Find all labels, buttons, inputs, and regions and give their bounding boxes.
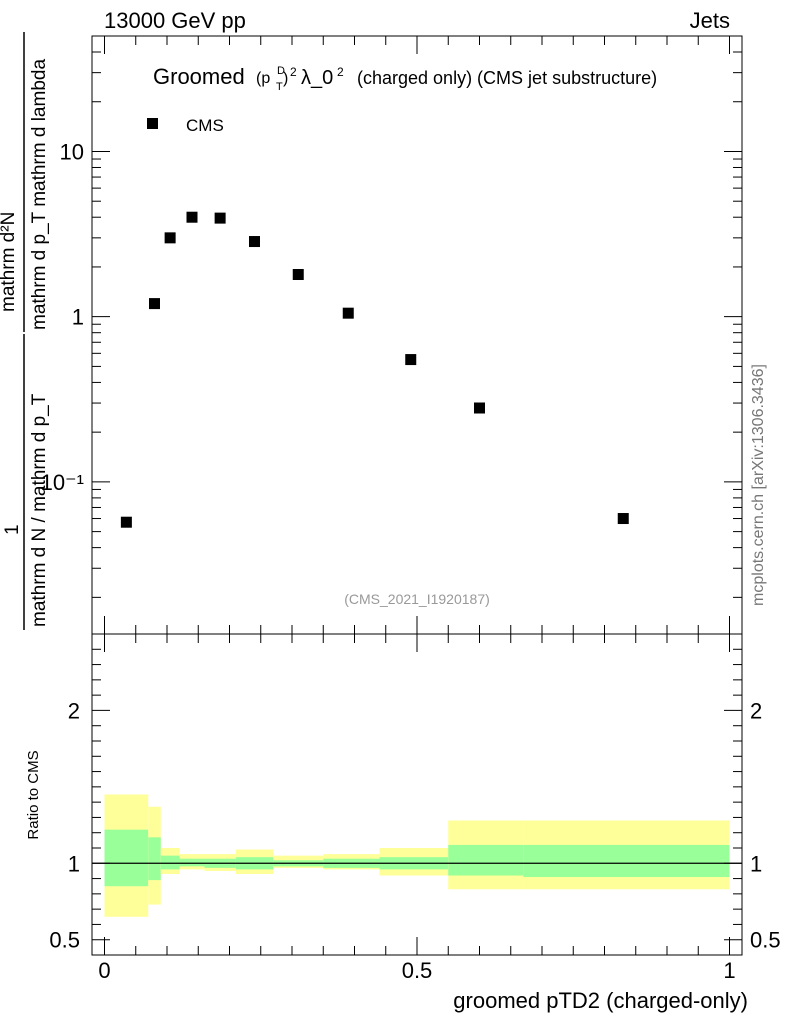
title-lambda-sup: 2 xyxy=(337,65,344,79)
ratio-ylabel: Ratio to CMS xyxy=(25,750,42,839)
x-tick-label: 0 xyxy=(98,958,110,983)
legend-label-cms: CMS xyxy=(186,116,224,135)
main-plot-points xyxy=(120,211,629,528)
ratio-y-tick-label-right: 0.5 xyxy=(750,928,781,953)
cms-data-point xyxy=(292,269,304,281)
side-source-label: mcplots.cern.ch [arXiv:1306.3436] xyxy=(750,364,767,606)
cms-data-point xyxy=(186,211,198,223)
ratio-plot-frame xyxy=(91,633,743,956)
title-sq: 2 xyxy=(290,65,297,79)
x-tick-label: 1 xyxy=(723,958,735,983)
cms-data-point xyxy=(149,298,160,310)
title-sup-D: D xyxy=(277,65,285,77)
ratio-bands xyxy=(92,794,742,917)
header-left-text: 13000 GeV pp xyxy=(104,8,246,33)
main-plot-ticks: 10 1 10⁻¹ xyxy=(41,35,742,634)
ylabel-one: 1 xyxy=(2,524,23,535)
ylabel-inner-den: mathrm d p_T mathrm d lambda xyxy=(29,59,50,330)
ratio-y-tick-label-right: 2 xyxy=(750,698,762,723)
ylabel-outer-den: mathrm d N / mathrm d p_T xyxy=(29,393,50,627)
ratio-band-inner xyxy=(104,829,149,887)
ratio-band-inner xyxy=(448,844,524,876)
ratio-y-tick-label-left: 1 xyxy=(68,851,80,876)
x-axis-label: groomed pTD2 (charged-only) xyxy=(453,988,748,1013)
ylabel-inner-num: mathrm d²N xyxy=(0,212,19,312)
header-right-text: Jets xyxy=(690,8,730,33)
cms-data-point xyxy=(617,513,629,525)
cms-data-point xyxy=(249,236,260,248)
main-y-tick-label: 1 xyxy=(72,305,84,330)
ratio-band-inner xyxy=(160,855,180,870)
cms-data-point xyxy=(214,212,226,224)
ratio-y-tick-label-left: 0.5 xyxy=(49,928,80,953)
main-y-tick-label: 10 xyxy=(60,139,84,164)
title-groomed: Groomed xyxy=(153,64,245,89)
title-p: (p xyxy=(256,70,270,87)
ratio-band-inner xyxy=(148,837,161,881)
title-sub-T: T xyxy=(276,81,283,93)
ratio-y-tick-label-left: 2 xyxy=(68,698,80,723)
ratio-plot-ticks: 2 2 1 1 0.5 0.5 0 0.5 1 xyxy=(49,634,781,983)
title-close: ) xyxy=(283,70,288,87)
ratio-y-tick-label-right: 1 xyxy=(750,851,762,876)
main-plot-title: Groomed (p D T ) 2 λ_0 2 (charged only) … xyxy=(153,64,657,93)
cms-data-point xyxy=(342,307,354,319)
main-y-tick-label: 10⁻¹ xyxy=(41,470,84,495)
title-lambda: λ_0 xyxy=(301,67,333,89)
main-ylabel: 1 mathrm d N / mathrm d p_T mathrm d²N m… xyxy=(0,32,50,630)
legend-marker-cms xyxy=(147,118,158,129)
title-rest: (charged only) (CMS jet substructure) xyxy=(357,68,657,88)
cms-data-point xyxy=(405,354,417,366)
cms-data-point xyxy=(164,232,176,244)
analysis-watermark: (CMS_2021_I1920187) xyxy=(344,591,490,607)
ratio-band-inner xyxy=(523,844,730,878)
ratio-band-inner xyxy=(179,858,205,867)
legend: CMS xyxy=(147,116,224,135)
cms-data-point xyxy=(474,402,485,414)
x-tick-label: 0.5 xyxy=(402,958,433,983)
cms-data-point xyxy=(120,516,132,528)
